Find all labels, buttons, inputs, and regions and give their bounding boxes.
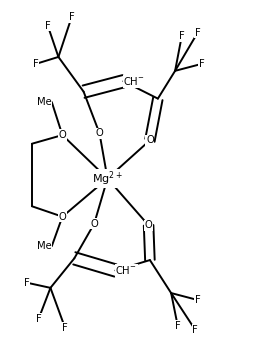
Text: O: O (90, 219, 98, 229)
Text: CH$^{-}$: CH$^{-}$ (123, 75, 145, 87)
Text: F: F (45, 21, 51, 31)
Text: O: O (58, 212, 66, 222)
Text: F: F (192, 324, 198, 335)
Text: CH$^{-}$: CH$^{-}$ (116, 265, 137, 277)
Text: Mg$^{2+}$: Mg$^{2+}$ (92, 169, 123, 188)
Text: F: F (199, 59, 204, 69)
Text: O: O (58, 130, 66, 140)
Text: F: F (24, 278, 29, 288)
Text: F: F (175, 321, 181, 331)
Text: Me: Me (37, 97, 52, 107)
Text: F: F (69, 12, 75, 22)
Text: F: F (33, 59, 39, 69)
Text: F: F (179, 31, 185, 41)
Text: F: F (195, 295, 200, 305)
Text: F: F (62, 323, 68, 333)
Text: O: O (145, 220, 152, 230)
Text: O: O (96, 128, 103, 138)
Text: F: F (36, 314, 41, 324)
Text: F: F (195, 28, 200, 38)
Text: O: O (146, 135, 154, 145)
Text: Me: Me (37, 241, 52, 251)
